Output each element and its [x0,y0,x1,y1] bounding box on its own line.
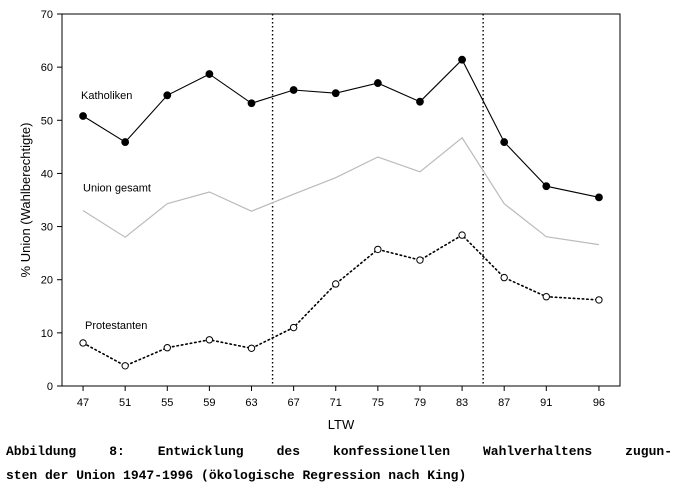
point-protestanten [289,323,298,332]
y-tick-label: 10 [41,328,53,340]
point-protestanten [121,362,129,370]
point-katholiken [595,193,603,202]
point-katholiken [373,79,382,87]
point-protestanten [79,339,87,347]
y-tick-label: 40 [41,168,53,180]
figure-caption: Abbildung 8: Entwicklung des konfessione… [6,440,672,488]
x-tick-label: 47 [77,397,89,409]
y-tick-label: 20 [41,275,53,287]
x-tick-label: 59 [203,397,215,409]
point-katholiken [500,138,509,146]
point-katholiken [542,182,551,191]
point-protestanten [247,344,256,352]
point-katholiken [247,99,256,108]
series-line-protestanten [82,234,600,367]
point-katholiken [121,138,130,146]
caption-line-1: Abbildung 8: Entwicklung des konfessione… [6,444,672,459]
point-protestanten [458,231,466,239]
x-tick-label: 63 [245,397,257,409]
x-tick-label: 75 [372,397,384,409]
x-tick-label: 83 [456,397,468,409]
plot-frame [61,13,621,387]
series-line-union-gesamt [82,136,599,246]
point-katholiken [416,97,424,106]
point-protestanten [205,336,214,344]
point-katholiken [458,55,466,64]
line-chart: 0 10 20 30 40 50 60 70 47 51 55 59 63 67 71 75 79 83 87 91 9… [18,9,621,432]
y-tick-label: 30 [41,222,53,234]
series-label-union-gesamt: Union gesamt [83,183,151,195]
x-tick-label: 55 [161,397,173,409]
x-tick-label: 87 [498,397,510,409]
y-axis-title: % Union (Wahlberechtigte) [18,123,33,278]
series-label-katholiken: Katholiken [81,90,132,102]
point-katholiken [163,91,172,100]
y-tick-label: 50 [41,115,53,127]
x-axis-title: LTW [328,417,355,432]
series-label-protestanten: Protestanten [85,320,147,332]
x-tick-label: 51 [119,397,131,409]
x-tick-label: 96 [593,397,605,409]
point-protestanten [374,245,382,254]
point-katholiken [331,89,340,98]
point-katholiken [289,86,298,94]
caption-line-2: sten der Union 1947-1996 (ökologische Re… [6,468,467,483]
point-protestanten [542,293,551,301]
point-protestanten [332,280,340,288]
x-tick-label: 91 [540,397,552,409]
x-tick-label: 71 [330,397,342,409]
point-protestanten [416,256,424,264]
y-tick-label: 0 [47,381,53,393]
x-tick-label: 67 [287,397,299,409]
y-tick-label: 60 [41,62,53,74]
point-protestanten [595,296,603,304]
point-katholiken [79,112,87,120]
y-tick-label: 70 [41,9,53,21]
x-tick-label: 79 [414,397,426,409]
point-katholiken [205,70,214,78]
series-line-katholiken [82,58,600,198]
point-protestanten [163,344,171,352]
point-protestanten [500,273,508,282]
